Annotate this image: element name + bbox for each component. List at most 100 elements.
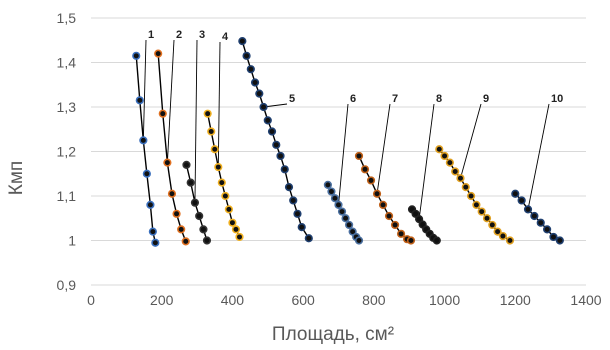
data-point	[461, 183, 470, 192]
data-point	[163, 158, 172, 167]
data-point	[284, 183, 294, 192]
series-group	[132, 37, 564, 247]
data-point	[190, 198, 200, 207]
data-point	[146, 200, 155, 209]
data-point	[337, 207, 347, 216]
data-point	[530, 211, 539, 221]
data-point	[330, 194, 340, 203]
series-line	[135, 55, 157, 243]
series-3	[182, 160, 212, 245]
data-point	[280, 165, 289, 174]
y-tick-label: 1,4	[57, 55, 77, 71]
data-point	[366, 176, 376, 185]
series-label: 5	[289, 93, 295, 105]
data-point	[327, 187, 336, 196]
data-point	[555, 236, 564, 245]
series-label: 3	[199, 29, 205, 41]
data-point	[207, 127, 216, 136]
data-point	[158, 109, 167, 118]
data-point	[181, 237, 190, 246]
data-point	[202, 236, 212, 245]
data-point	[378, 200, 388, 209]
x-tick-label: 800	[362, 292, 386, 308]
data-point	[235, 232, 244, 242]
data-point	[199, 225, 208, 234]
data-point	[297, 223, 306, 232]
data-point	[132, 51, 141, 60]
series-label: 10	[551, 93, 563, 105]
data-point	[323, 180, 332, 189]
x-tick-label: 200	[150, 292, 174, 308]
data-point	[263, 116, 272, 125]
data-point	[267, 127, 277, 136]
data-point	[203, 109, 212, 118]
data-point	[214, 162, 223, 172]
data-point	[406, 236, 416, 245]
x-tick-label: 1000	[429, 292, 460, 308]
data-point	[246, 65, 255, 74]
data-point	[250, 78, 260, 87]
data-point	[396, 229, 406, 238]
grid	[91, 17, 586, 286]
data-point	[543, 225, 552, 234]
series-callout-line	[418, 103, 435, 220]
data-point	[360, 165, 370, 174]
series-8	[407, 205, 441, 245]
series-callout-line	[527, 103, 550, 210]
data-point	[345, 220, 354, 230]
x-tick-label: 1400	[570, 292, 601, 308]
data-point	[488, 220, 497, 230]
data-point	[272, 140, 281, 149]
x-tick-label: 600	[291, 292, 315, 308]
series-callout-line	[142, 39, 147, 141]
data-point	[148, 227, 157, 236]
data-point	[372, 189, 382, 198]
data-point	[440, 151, 449, 161]
y-tick-label: 1,5	[57, 10, 77, 26]
data-point	[135, 96, 144, 105]
data-point	[224, 205, 233, 214]
y-tick-label: 1,3	[57, 99, 77, 115]
series-6	[323, 180, 364, 245]
data-point	[177, 225, 186, 234]
data-point	[390, 220, 400, 230]
data-point	[445, 158, 454, 167]
series-10	[511, 189, 564, 245]
series-4	[203, 109, 244, 242]
data-point	[498, 231, 508, 241]
series-7	[354, 151, 416, 245]
data-point	[182, 160, 191, 169]
series-callout-line	[194, 39, 198, 203]
data-point	[255, 89, 264, 98]
data-point	[142, 169, 151, 178]
series-2	[154, 49, 190, 246]
data-point	[334, 200, 343, 209]
y-tick-label: 1	[68, 233, 76, 249]
series-5	[238, 37, 313, 243]
series-callout-line	[338, 103, 349, 205]
data-point	[354, 151, 364, 161]
data-point	[276, 151, 285, 161]
data-point	[511, 189, 520, 198]
y-axis-ticks: 0,9 1 1,1 1,2 1,3 1,4 1,5	[57, 10, 77, 293]
series-label: 8	[436, 93, 442, 105]
x-axis-title: Площадь, см²	[272, 324, 394, 345]
data-point	[517, 196, 526, 205]
data-point	[505, 236, 515, 245]
data-point	[466, 191, 476, 201]
data-point	[354, 236, 364, 245]
data-point	[451, 167, 460, 176]
series-callout-line	[460, 103, 482, 179]
data-point	[549, 232, 558, 242]
data-point	[472, 200, 481, 209]
x-tick-label: 400	[221, 292, 245, 308]
series-label: 2	[176, 29, 182, 41]
series-label-callouts	[142, 39, 550, 220]
data-point	[210, 145, 219, 154]
data-point	[384, 211, 394, 221]
data-point	[151, 238, 160, 247]
data-point	[456, 174, 465, 183]
data-point	[293, 209, 302, 218]
data-point	[154, 49, 163, 58]
y-tick-label: 1,1	[57, 188, 77, 204]
